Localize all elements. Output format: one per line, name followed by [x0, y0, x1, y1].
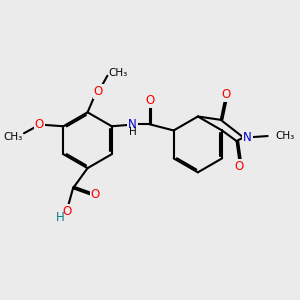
Text: O: O — [35, 118, 44, 131]
Text: O: O — [145, 94, 154, 107]
Text: H: H — [128, 127, 136, 137]
Text: O: O — [235, 160, 244, 173]
Text: CH₃: CH₃ — [3, 132, 22, 142]
Text: N: N — [243, 131, 252, 144]
Text: N: N — [128, 118, 137, 131]
Text: O: O — [63, 205, 72, 218]
Text: O: O — [94, 85, 103, 98]
Text: O: O — [221, 88, 230, 101]
Text: CH₃: CH₃ — [275, 131, 295, 141]
Text: H: H — [56, 211, 65, 224]
Text: O: O — [91, 188, 100, 202]
Text: CH₃: CH₃ — [109, 68, 128, 79]
